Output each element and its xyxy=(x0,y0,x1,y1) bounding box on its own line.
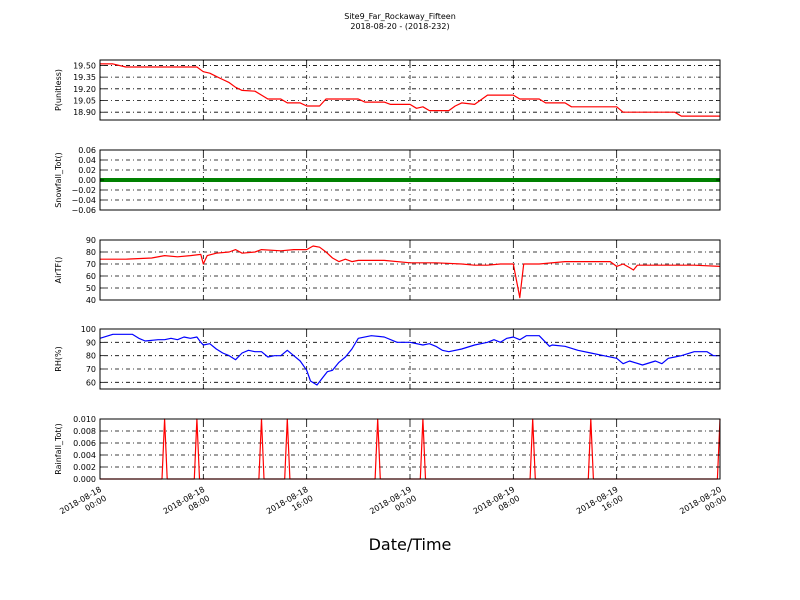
y-axis-label: AirTF() xyxy=(54,257,63,284)
series-line-1 xyxy=(100,63,720,117)
x-axis-label: Date/Time xyxy=(369,535,452,554)
y-tick-label: 0.06 xyxy=(78,146,96,155)
chart-subtitle: 2018-08-20 - (2018-232) xyxy=(350,22,449,31)
panel-3: 90 80 70 60 50 40 AirTF() xyxy=(54,236,721,305)
panel-4: 100 90 80 70 60 RH(%) xyxy=(54,325,721,390)
y-tick-label: 19.50 xyxy=(73,61,96,70)
y-tick-label: 90 xyxy=(86,338,96,347)
y-tick-label: 0.000 xyxy=(73,475,96,484)
y-tick-label: 70 xyxy=(86,365,96,374)
y-tick-label: 0.02 xyxy=(78,166,96,175)
y-tick-label: 0.002 xyxy=(73,463,96,472)
y-tick-label: 80 xyxy=(86,352,96,361)
y-tick-label: 0.00 xyxy=(78,176,96,185)
y-tick-label: 0.006 xyxy=(73,439,96,448)
y-tick-label: 80 xyxy=(86,248,96,257)
y-tick-label: 0.008 xyxy=(73,427,96,436)
panels: 19.50 19.35 19.20 19.05 18.90 P(unitless) 0.06… xyxy=(54,59,721,484)
y-tick-label: 19.05 xyxy=(73,97,96,106)
panel-5: 0.010 0.008 0.006 0.004 0.002 0.000 Rainfall_T… xyxy=(54,415,721,484)
y-tick-label: 0.010 xyxy=(73,415,96,424)
y-axis-label: Rainfall_Tot() xyxy=(54,423,63,475)
y-tick-label: 0.04 xyxy=(78,156,96,165)
y-axis-label: RH(%) xyxy=(54,346,63,371)
y-tick-label: 0.004 xyxy=(73,451,96,460)
y-tick-label: −0.02 xyxy=(71,186,96,195)
series-line-3 xyxy=(100,245,721,299)
panel-2: 0.060.040.020.00−0.02−0.04−0.06 Snowfall_… xyxy=(54,146,721,215)
y-tick-label: 60 xyxy=(86,272,96,281)
y-tick-label: 100 xyxy=(81,325,96,334)
chart-title: Site9_Far_Rockaway_Fifteen xyxy=(344,12,456,21)
y-tick-label: 18.90 xyxy=(73,108,96,117)
y-tick-label: 70 xyxy=(86,260,96,269)
y-axis-label: Snowfall_Tot() xyxy=(54,152,63,208)
y-tick-label: 19.20 xyxy=(73,85,96,94)
y-tick-label: −0.06 xyxy=(71,206,96,215)
y-tick-label: 19.35 xyxy=(73,73,96,82)
series-line-4 xyxy=(99,333,720,386)
y-axis-label: P(unitless) xyxy=(54,69,63,111)
y-tick-label: 50 xyxy=(86,284,96,293)
y-tick-label: 60 xyxy=(86,378,96,387)
panel-1: 19.50 19.35 19.20 19.05 18.90 P(unitless) xyxy=(54,59,721,121)
y-tick-label: 40 xyxy=(86,296,96,305)
y-tick-label: 90 xyxy=(86,236,96,245)
y-tick-label: −0.04 xyxy=(71,196,96,205)
